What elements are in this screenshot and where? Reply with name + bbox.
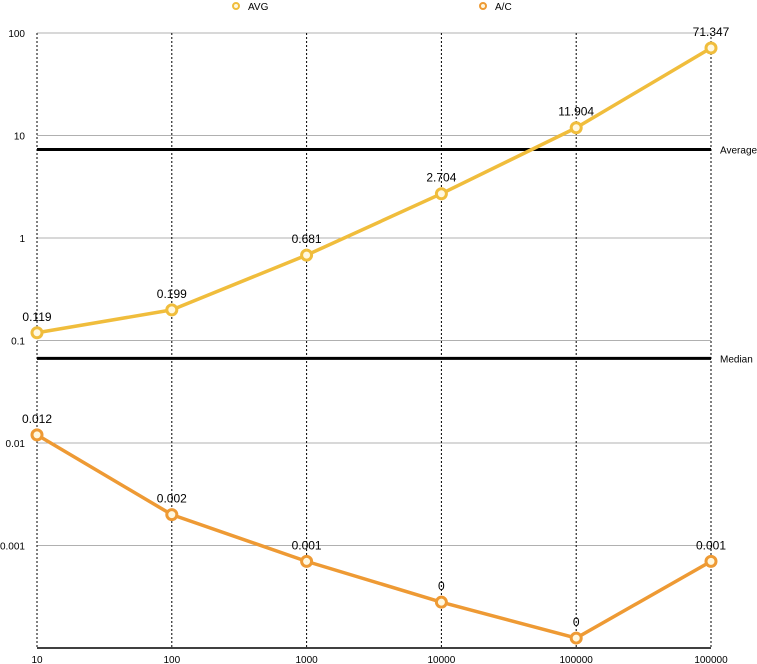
data-point <box>569 631 583 645</box>
y-tick-label: 0.001 <box>0 542 25 553</box>
x-tick-label: 1000 <box>295 655 318 664</box>
series-line-avg <box>36 46 712 335</box>
data-label: 0.001 <box>696 538 726 552</box>
data-point <box>30 428 44 442</box>
legend-marker <box>232 2 240 10</box>
data-point <box>434 187 448 201</box>
data-label: 2.704 <box>426 171 456 185</box>
data-point <box>300 554 314 568</box>
data-point <box>704 41 718 55</box>
legend-label: A/C <box>495 2 512 13</box>
data-label: 0 <box>573 615 580 629</box>
y-tick-label: 100 <box>8 29 25 40</box>
data-label: 0.199 <box>157 287 187 301</box>
data-point <box>569 121 583 135</box>
data-point <box>165 508 179 522</box>
data-label: 0.012 <box>22 412 52 426</box>
x-tick-label: 10000 <box>427 655 455 664</box>
data-label: 0.119 <box>22 310 51 324</box>
data-point <box>300 248 314 262</box>
data-point <box>434 595 448 609</box>
y-tick-label: 10 <box>14 132 26 143</box>
data-label: 11.904 <box>558 105 594 119</box>
legend-label: AVG <box>248 2 269 13</box>
x-tick-label: 100000 <box>560 655 594 664</box>
data-label: 0 <box>438 579 445 593</box>
data-label: 0.681 <box>292 232 322 246</box>
data-label: 0.001 <box>292 538 322 552</box>
reference-line-label: Average <box>720 146 757 157</box>
data-point <box>165 303 179 317</box>
x-tick-label: 10 <box>31 655 43 664</box>
y-tick-label: 1 <box>19 234 25 245</box>
x-tick-label: 100 <box>163 655 180 664</box>
reference-line-label: Median <box>720 354 753 365</box>
data-point <box>704 554 718 568</box>
data-label: 71.347 <box>693 25 730 39</box>
x-tick-label: 100000 <box>694 655 728 664</box>
legend-marker <box>479 2 487 10</box>
data-label: 0.002 <box>157 492 187 506</box>
series-line-ac <box>36 433 712 640</box>
y-tick-label: 0.01 <box>6 439 26 450</box>
y-tick-label: 0.1 <box>11 337 25 348</box>
data-point <box>30 326 44 340</box>
